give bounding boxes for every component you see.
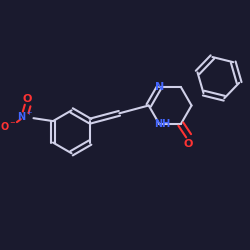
- Text: O: O: [23, 94, 32, 104]
- Text: N: N: [155, 82, 164, 92]
- Text: N$^+$: N$^+$: [18, 110, 34, 123]
- Text: O: O: [184, 138, 193, 148]
- Text: O$^-$: O$^-$: [0, 120, 16, 132]
- Text: NH: NH: [154, 119, 170, 129]
